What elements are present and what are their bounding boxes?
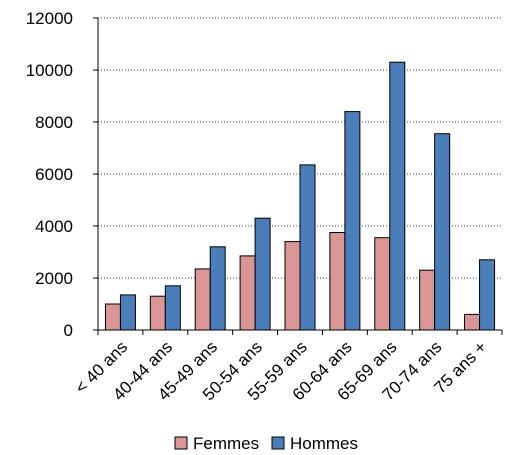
bar-hommes-6 bbox=[389, 61, 406, 331]
legend-swatch-femmes bbox=[174, 436, 188, 450]
y-tick-label: 8000 bbox=[35, 113, 73, 132]
bar-femmes-7 bbox=[419, 269, 436, 331]
bars bbox=[104, 61, 496, 331]
bar-femmes-4 bbox=[284, 241, 301, 331]
bar-hommes-8 bbox=[479, 259, 496, 331]
bar-femmes-6 bbox=[374, 237, 391, 331]
bar-hommes-2 bbox=[209, 246, 226, 331]
y-tick-label: 10000 bbox=[26, 61, 73, 80]
y-tick-label: 12000 bbox=[26, 9, 73, 28]
bar-hommes-5 bbox=[344, 111, 361, 331]
legend-label-hommes: Hommes bbox=[290, 434, 358, 453]
bar-femmes-5 bbox=[329, 232, 346, 331]
bar-femmes-1 bbox=[149, 295, 166, 331]
y-tick-label: 6000 bbox=[35, 165, 73, 184]
bar-hommes-1 bbox=[164, 285, 181, 331]
legend-swatch-hommes bbox=[271, 436, 285, 450]
bar-femmes-0 bbox=[104, 303, 121, 331]
bar-hommes-4 bbox=[299, 164, 316, 331]
bar-hommes-7 bbox=[434, 133, 451, 331]
bar-femmes-3 bbox=[239, 255, 256, 331]
bar-hommes-0 bbox=[119, 294, 136, 331]
y-tick-label: 2000 bbox=[35, 269, 73, 288]
legend: Femmes Hommes bbox=[174, 434, 358, 453]
bar-hommes-3 bbox=[254, 217, 271, 331]
y-tick-label: 4000 bbox=[35, 217, 73, 236]
legend-label-femmes: Femmes bbox=[193, 434, 259, 453]
y-axis-ticks: 0 2000 4000 6000 8000 10000 12000 bbox=[26, 9, 98, 340]
bar-femmes-8 bbox=[464, 313, 481, 331]
bar-femmes-2 bbox=[194, 268, 211, 331]
y-tick-label: 0 bbox=[64, 321, 73, 340]
